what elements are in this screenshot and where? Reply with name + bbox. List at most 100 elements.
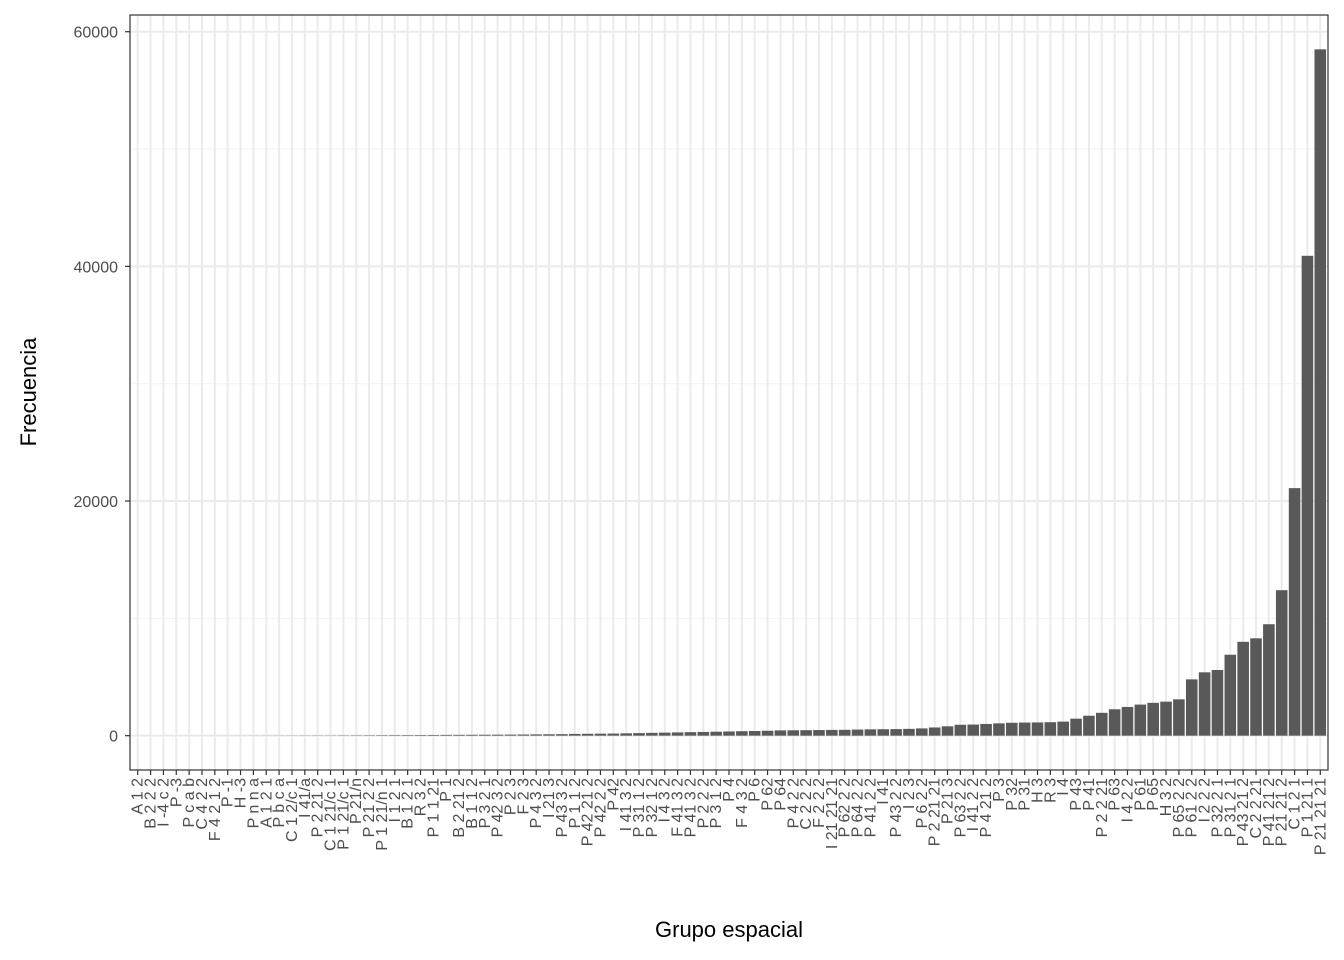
x-tick-label: P n n a [245,778,262,829]
x-tick-label: P 43 2 2 [888,778,905,837]
y-axis-title: Frecuencia [16,337,41,447]
x-tick-label: I 2 2 2 [1197,778,1214,823]
bar [556,734,568,736]
bar [941,726,954,736]
x-tick-label: P 6 [747,778,764,802]
x-tick-label: P 4 21 2 [978,778,995,837]
bar [620,733,632,736]
bar [851,729,864,736]
bar [1237,641,1249,736]
bar [1211,669,1224,736]
x-tick-label: P 3 [991,778,1008,802]
bar [478,734,491,736]
x-tick-label: P -3 [168,778,185,807]
x-tick-label: P 4 3 2 [528,778,545,829]
bar [890,729,902,736]
bar [568,733,581,736]
bar [903,728,915,736]
x-tick-label: R 3 2 [413,778,430,816]
bar [1121,706,1134,736]
bar [787,730,800,736]
bar [723,731,735,736]
x-tick-label: I 4 3 2 [657,778,674,823]
bar [633,733,645,736]
x-tick-label: P 42 3 2 [490,778,507,837]
bar [980,723,992,736]
x-tick-label: P 32 [1004,778,1021,811]
x-tick-label: F 2 3 [515,778,532,815]
x-tick-label: P 32 2 1 [1209,778,1226,837]
y-tick-label: 60000 [74,25,119,42]
x-tick-label: P 2 2 21 [1094,778,1111,837]
bar [414,735,427,736]
x-tick-label: P 4 2 2 [785,778,802,829]
bar [1275,590,1288,736]
x-tick-label: P 21 21 2 [1274,778,1291,846]
bar [1147,702,1159,736]
x-tick-label: C 2 2 21 [1248,778,1265,839]
bar [530,734,542,736]
x-tick-label: P 64 [772,778,789,811]
bar [389,735,401,736]
x-tick-label: P 1 21 1 [1299,778,1316,837]
x-tick-label: I 4 [1055,778,1072,796]
bar [954,724,967,736]
bar [453,734,465,736]
x-tick-label: P 1 21/c 1 [335,778,352,850]
x-tick-label: B 2 21 2 [451,778,468,838]
x-tick-label: P 65 2 2 [1171,778,1188,837]
x-tick-label: P 63 2 2 [952,778,969,837]
x-tick-label: F 41 3 2 [670,778,687,837]
bar [1070,718,1082,736]
x-tick-label: P 31 1 2 [631,778,648,837]
x-tick-label: P 43 21 2 [1235,778,1252,846]
bar [517,734,530,736]
x-tick-label: B 2 2 2 [143,778,160,829]
x-tick-label: P 42 [605,778,622,811]
x-tick-label: P 2 21 2 [310,778,327,837]
bar [800,730,812,736]
x-tick-label: P 3 2 1 [477,778,494,829]
bar [1031,722,1044,736]
bar [1314,49,1327,736]
x-tick-label: P 31 2 1 [1222,778,1239,837]
bar [1083,715,1095,736]
x-tick-label: P 31 [1017,778,1034,811]
bar [427,734,440,736]
bar [607,733,620,736]
bar [826,729,838,736]
x-tick-label: P 63 [1107,778,1124,811]
bar [1044,722,1057,736]
x-tick-label: I 1 2 1 [387,778,404,823]
bar [813,730,825,736]
x-tick-label: P b c a [271,778,288,828]
bar [1263,624,1275,736]
x-tick-label: R 3 [1042,778,1059,803]
bar [440,734,452,736]
bar [671,732,684,736]
bar [877,729,890,736]
x-tick-label: P 43 [1068,778,1085,811]
x-tick-label: I -4 c 2 [155,778,172,827]
bar [491,734,504,736]
x-tick-label: C 1 2/c 1 [284,778,301,842]
x-tick-label: A 1 2 1 [258,778,275,828]
x-tick-label: P 1 [438,778,455,802]
bar [1185,679,1198,736]
x-tick-label: P 41 3 2 [682,778,699,837]
x-tick-label: B 1 2 1 [400,778,417,829]
bar [1288,488,1301,736]
bar [466,734,478,736]
x-tick-label: I 2 3 [901,778,918,809]
bar [710,731,722,736]
bar [401,735,414,736]
bar [543,734,555,736]
bar [1018,722,1031,736]
x-axis-title: Grupo espacial [655,917,803,942]
x-tick-label: C 1 21/c 1 [323,778,340,851]
x-tick-label: A 1 2 [130,778,147,815]
x-tick-label: C 2 2 2 [798,778,815,830]
bar [928,727,941,736]
x-tick-label: I 4 2 2 [1119,778,1136,823]
